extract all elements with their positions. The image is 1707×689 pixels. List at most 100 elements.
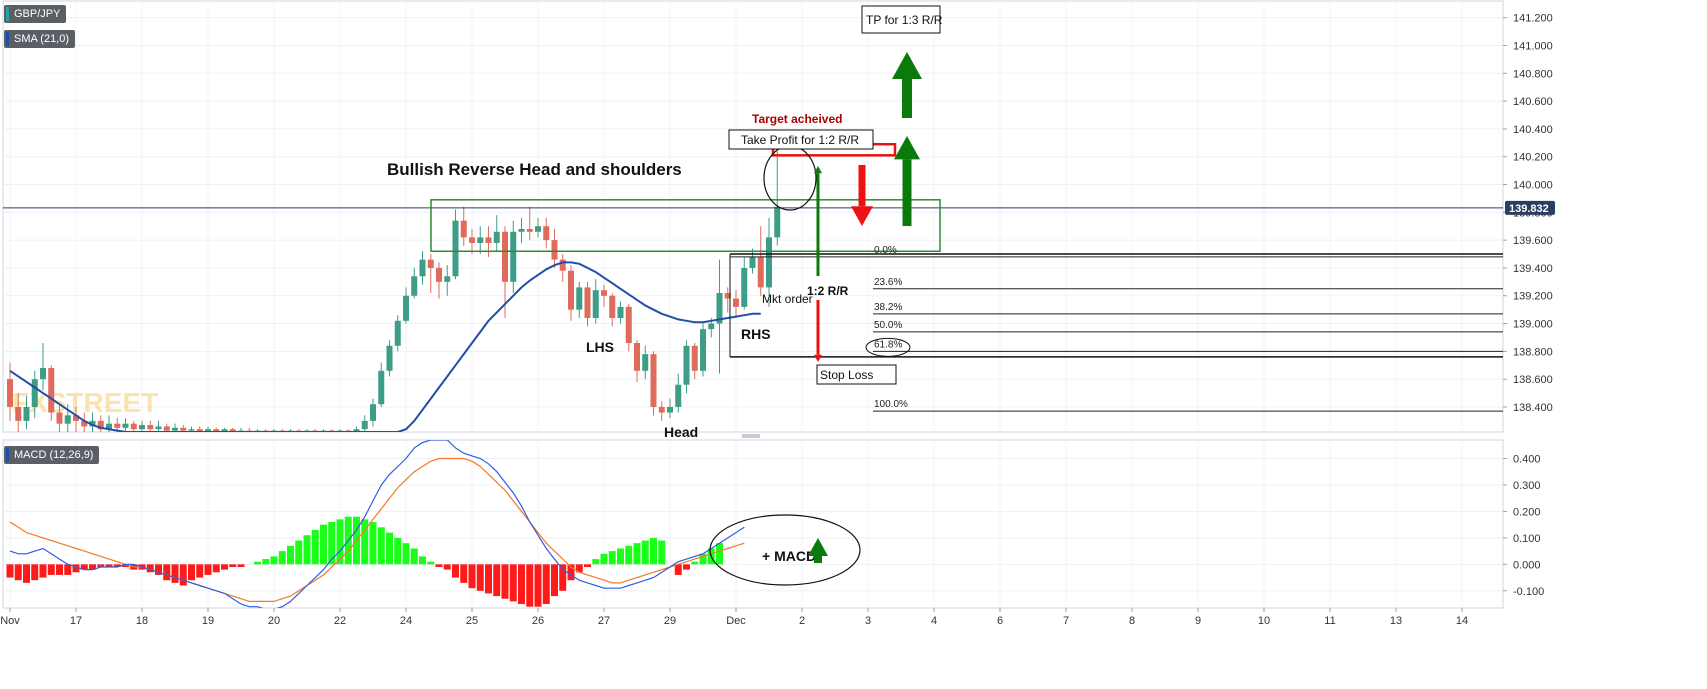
bullish-candle bbox=[749, 256, 756, 268]
histogram-bar-negative bbox=[683, 564, 690, 570]
price-tick-label: 140.200 bbox=[1513, 152, 1553, 164]
bullish-candle bbox=[774, 206, 781, 238]
macd-grid bbox=[2, 439, 1504, 609]
histogram-bar-negative bbox=[23, 564, 30, 583]
bullish-candle bbox=[221, 429, 228, 432]
histogram-bar-positive bbox=[691, 561, 699, 565]
histogram-bar-negative bbox=[518, 564, 525, 605]
histogram-bar-negative bbox=[229, 564, 237, 567]
tp3-label: TP for 1:3 R/R bbox=[866, 13, 943, 27]
histogram-bar-negative bbox=[237, 564, 245, 567]
histogram-bar-negative bbox=[155, 564, 162, 575]
tp3-up-arrow-lower-head bbox=[894, 136, 920, 160]
histogram-bar-positive bbox=[608, 551, 616, 565]
bullish-candle bbox=[708, 323, 715, 330]
time-tick-label: 2 bbox=[799, 615, 805, 627]
bearish-candle bbox=[757, 256, 764, 288]
histogram-bar-positive bbox=[336, 519, 344, 565]
histogram-bar-negative bbox=[452, 564, 459, 578]
price-frame bbox=[2, 0, 1504, 433]
tp3-up-arrow-lower-shaft bbox=[902, 159, 912, 226]
bullish-candle bbox=[535, 226, 541, 232]
bullish-candle bbox=[667, 406, 673, 413]
bearish-candle bbox=[436, 267, 442, 282]
histogram-bar-positive bbox=[650, 537, 657, 565]
histogram-bar-negative bbox=[196, 564, 204, 578]
bullish-candle bbox=[766, 237, 772, 288]
bullish-candle bbox=[444, 276, 451, 282]
macd-plot bbox=[6, 440, 745, 608]
bearish-candle bbox=[56, 412, 63, 424]
bullish-candle bbox=[155, 426, 162, 430]
bearish-candle bbox=[568, 270, 574, 310]
histogram-bar-negative bbox=[105, 564, 113, 567]
bearish-candle bbox=[469, 237, 475, 243]
bearish-candle bbox=[502, 231, 508, 282]
histogram-bar-positive bbox=[617, 548, 624, 565]
bearish-candle bbox=[130, 423, 137, 430]
time-tick-label: 19 bbox=[202, 615, 214, 627]
pane-resize-handle bbox=[742, 434, 760, 438]
take-profit-box-label bbox=[728, 129, 874, 150]
bearish-candle bbox=[551, 240, 558, 260]
histogram-bar-negative bbox=[56, 564, 63, 575]
risk-reward-label: 1:2 R/R bbox=[807, 284, 849, 298]
bearish-candle bbox=[609, 295, 616, 318]
time-tick-label: 9 bbox=[1195, 615, 1201, 627]
histogram-bar-negative bbox=[674, 564, 682, 575]
time-tick-label: 22 bbox=[334, 615, 346, 627]
bullish-candle bbox=[122, 423, 129, 428]
time-tick-label: Dec bbox=[726, 615, 746, 627]
macd-up-arrow-head bbox=[808, 538, 828, 556]
price-tick-label: 140.400 bbox=[1513, 124, 1553, 136]
histogram-bar-positive bbox=[600, 553, 608, 565]
time-tick-label: 7 bbox=[1063, 615, 1069, 627]
bullish-candle bbox=[188, 429, 195, 431]
histogram-bar-negative bbox=[501, 564, 509, 599]
histogram-bar-negative bbox=[97, 564, 105, 567]
time-tick-label: 20 bbox=[268, 615, 280, 627]
price-tick-label: 141.200 bbox=[1513, 13, 1553, 25]
trade-annotations: 0.0% 23.6% 38.2% 50.0% 61.8% 100.0% Bullish Re… bbox=[3, 5, 1503, 586]
histogram-bar-negative bbox=[221, 564, 228, 570]
sma-indicator-tag[interactable]: SMA (21,0) bbox=[4, 30, 76, 48]
bullish-candle bbox=[642, 354, 649, 371]
time-tick-label: 6 bbox=[997, 615, 1003, 627]
bearish-candle bbox=[526, 229, 533, 232]
histogram-bar-positive bbox=[262, 559, 270, 565]
histogram-bar-negative bbox=[179, 564, 187, 586]
histogram-bar-positive bbox=[410, 548, 418, 565]
bullish-candle bbox=[64, 415, 71, 424]
bullish-candle bbox=[40, 368, 46, 380]
histogram-bar-negative bbox=[443, 564, 451, 570]
signal-line bbox=[9, 457, 745, 602]
histogram-bar-positive bbox=[633, 543, 641, 565]
fib-level-label: 38.2% bbox=[874, 302, 902, 313]
pattern-title: Bullish Reverse Head and shoulders bbox=[387, 160, 682, 179]
histogram-bar-negative bbox=[476, 564, 484, 591]
histogram-bar-negative bbox=[89, 564, 96, 570]
time-tick-label: 17 bbox=[70, 615, 82, 627]
fib-level-label: 50.0% bbox=[874, 320, 902, 331]
macd-tick-label: 0.000 bbox=[1513, 559, 1541, 571]
histogram-bar-positive bbox=[278, 551, 286, 565]
bullish-candle bbox=[205, 429, 211, 432]
target-achieved-label: Target acheived bbox=[752, 112, 842, 126]
fib-level-label: 23.6% bbox=[874, 277, 902, 288]
bullish-candle bbox=[700, 329, 706, 371]
instrument-tag[interactable]: GBP/JPY bbox=[4, 5, 67, 23]
histogram-bar-negative bbox=[204, 564, 212, 575]
histogram-bar-positive bbox=[303, 535, 311, 565]
histogram-bar-negative bbox=[534, 564, 542, 607]
risk-reward-up-arrow-shaft bbox=[816, 173, 820, 276]
bearish-candle bbox=[213, 429, 220, 432]
bearish-candle bbox=[658, 406, 665, 413]
time-tick-label: 24 bbox=[400, 615, 412, 627]
bullish-candle bbox=[378, 370, 385, 405]
histogram-bar-negative bbox=[559, 564, 567, 591]
macd-frame bbox=[2, 439, 1504, 609]
macd-indicator-tag[interactable]: MACD (12,26,9) bbox=[4, 446, 100, 464]
histogram-bar-positive bbox=[377, 527, 385, 565]
sma-line bbox=[9, 261, 761, 432]
histogram-bar-positive bbox=[625, 545, 633, 565]
